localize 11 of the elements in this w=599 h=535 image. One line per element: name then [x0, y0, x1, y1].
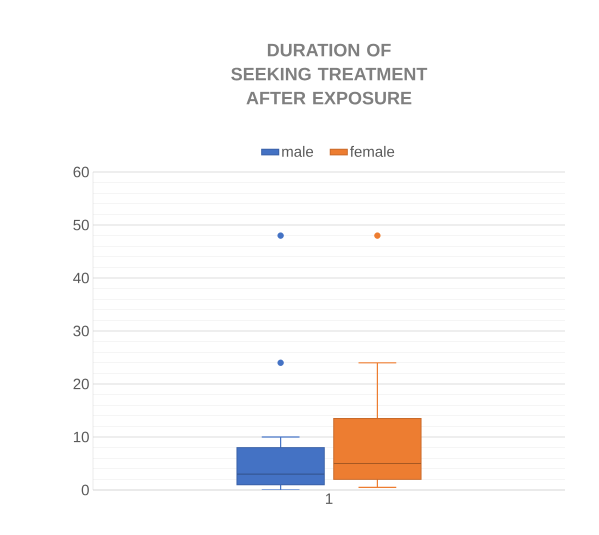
y-tick-label: 30: [73, 326, 89, 336]
legend-label: male: [282, 146, 314, 157]
chart-title: DURATION OF SEEKING TREATMENT AFTER EXPOSURE: [231, 44, 428, 104]
y-tick-label: 10: [74, 432, 89, 442]
y-tick-label: 20: [74, 378, 89, 390]
legend-label: female: [350, 146, 394, 157]
x-tick-label: 1: [326, 494, 332, 504]
y-tick-label: 50: [73, 220, 89, 230]
y-tick-label: 60: [74, 166, 89, 178]
y-tick-label: 40: [73, 272, 89, 284]
y-tick-label: 0: [82, 484, 89, 496]
